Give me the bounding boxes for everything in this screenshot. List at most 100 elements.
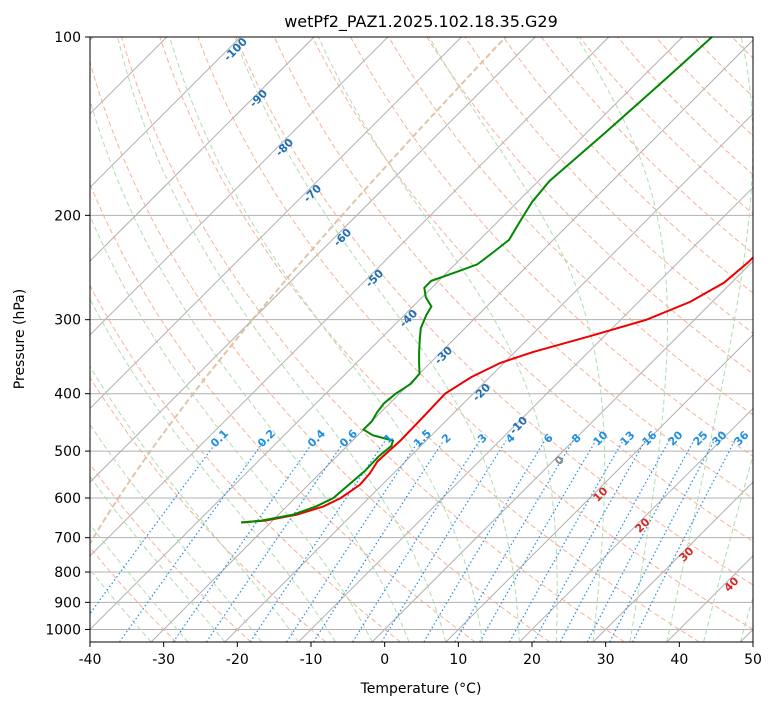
mixing-ratio-line (632, 440, 736, 642)
mixing-ratio-line (454, 440, 574, 642)
moist-adiabat-line (90, 298, 336, 642)
mixing-ratio-line (286, 440, 420, 642)
adiabat-label: -50 (363, 267, 386, 290)
mixing-ratio-label: 20 (666, 428, 686, 448)
mixing-ratio-line (423, 440, 546, 642)
dry-adiabat-line (579, 37, 753, 215)
mixing-ratio-line (381, 440, 507, 642)
chart-title: wetPf2_PAZ1.2025.102.18.35.G29 (284, 12, 558, 32)
moist-adiabat-line (90, 214, 373, 642)
mixing-ratio-line (249, 440, 386, 642)
ice-saturation-line (90, 37, 507, 546)
mixing-ratio-line (559, 440, 670, 642)
y-tick-label: 100 (54, 30, 81, 46)
mixing-ratio-label: 10 (591, 428, 611, 448)
isotherm-line (371, 260, 753, 642)
moist-adiabat-line (169, 37, 484, 642)
adiabat-label: 20 (633, 515, 653, 535)
moist-adiabat-line (90, 423, 262, 642)
x-tick-label: -20 (226, 652, 249, 668)
x-tick-label: 40 (670, 652, 688, 668)
y-tick-label: 500 (54, 444, 81, 460)
x-tick-label: -40 (79, 652, 102, 668)
moist-adiabat-line (576, 37, 668, 642)
moist-adiabat-line (90, 365, 299, 642)
x-tick-label: -10 (300, 652, 323, 668)
mixing-ratio-line (509, 440, 624, 642)
dry-adiabat-line (273, 37, 753, 542)
isotherm-line (224, 113, 753, 642)
mixing-ratio-label: 13 (618, 429, 638, 449)
dewpoint-profile (241, 37, 713, 524)
dry-adiabat-line (426, 37, 753, 375)
isotherm-line (445, 334, 753, 642)
adiabat-label: 10 (591, 484, 611, 504)
mixing-ratio-line (90, 440, 219, 615)
mixing-ratio-label: 0.1 (208, 427, 231, 450)
mixing-ratio-label: 8 (569, 431, 584, 446)
plot-frame (89, 36, 754, 643)
adiabat-label: 40 (722, 574, 742, 594)
isotherm-line (519, 407, 753, 642)
saturation-curve (90, 37, 507, 546)
isobar-grid (90, 37, 753, 630)
moist-adiabat-line (428, 37, 606, 642)
moist-adiabat-line (90, 475, 226, 642)
dry-adiabat-line (617, 37, 753, 176)
adiabat-label: -30 (432, 344, 455, 367)
dry-adiabats (90, 37, 753, 642)
mixing-ratio-line (205, 440, 346, 642)
dry-adiabat-line (235, 37, 753, 586)
dry-adiabat-line (90, 284, 401, 642)
mixing-ratio-label: 30 (710, 428, 730, 448)
dry-adiabat-line (541, 37, 753, 254)
dry-adiabat-line (90, 182, 476, 642)
mixing-ratio-line (172, 440, 315, 642)
mixing-ratio-label: 1.5 (411, 427, 434, 450)
mixing-ratio-label: 36 (732, 428, 752, 448)
dry-adiabat-line (159, 37, 700, 642)
plot-area: -100-90-80-70-60-50-40-30-20-10010203040… (90, 37, 753, 642)
x-tick-label: 50 (744, 652, 762, 668)
moist-adiabat-line (117, 37, 447, 642)
x-tick-label: 20 (523, 652, 541, 668)
y-axis-label: Pressure (hPa) (12, 289, 28, 389)
adiabat-label: -40 (397, 307, 420, 330)
x-axis-label: Temperature (°C) (360, 681, 482, 697)
dry-adiabat-line (464, 37, 753, 334)
dry-adiabat-line (197, 37, 753, 631)
mixing-ratio-label: 25 (691, 429, 711, 449)
adiabat-label: -90 (247, 87, 270, 110)
moist-adiabats (90, 37, 753, 642)
mixing-ratio-line (533, 440, 646, 642)
adiabat-label: -60 (331, 226, 354, 249)
x-tick-label: -30 (152, 652, 175, 668)
x-tick-label: 0 (380, 652, 389, 668)
isotherm-line (90, 37, 683, 631)
moist-adiabat-line (234, 37, 520, 642)
mixing-ratio-line (609, 440, 715, 642)
moist-adiabat-line (739, 595, 753, 642)
adiabat-label: -20 (470, 381, 493, 404)
mixing-ratio-line (312, 440, 445, 642)
adiabat-label: 30 (677, 544, 697, 564)
mixing-ratio-lines (90, 440, 736, 642)
dry-adiabat-line (350, 37, 753, 457)
dry-adiabat-line (90, 376, 327, 642)
x-axis: -40 -30 -20 -10 0 10 20 30 40 50 (79, 642, 762, 668)
dry-adiabat-line (655, 37, 753, 137)
isotherm-line (740, 628, 753, 642)
dry-adiabat-line (90, 463, 252, 642)
isotherm-line (90, 37, 610, 557)
dry-adiabat-line (388, 37, 753, 416)
profiles (241, 37, 753, 524)
y-tick-label: 1000 (45, 622, 81, 638)
isotherm-line (592, 481, 753, 642)
dry-adiabat-line (502, 37, 753, 294)
moist-adiabat-line (90, 98, 410, 642)
temperature-profile (241, 256, 753, 524)
isotherm-line (90, 37, 536, 483)
mixing-ratio-line (586, 440, 695, 642)
adiabat-label: -80 (273, 136, 296, 159)
y-tick-label: 700 (54, 531, 81, 547)
